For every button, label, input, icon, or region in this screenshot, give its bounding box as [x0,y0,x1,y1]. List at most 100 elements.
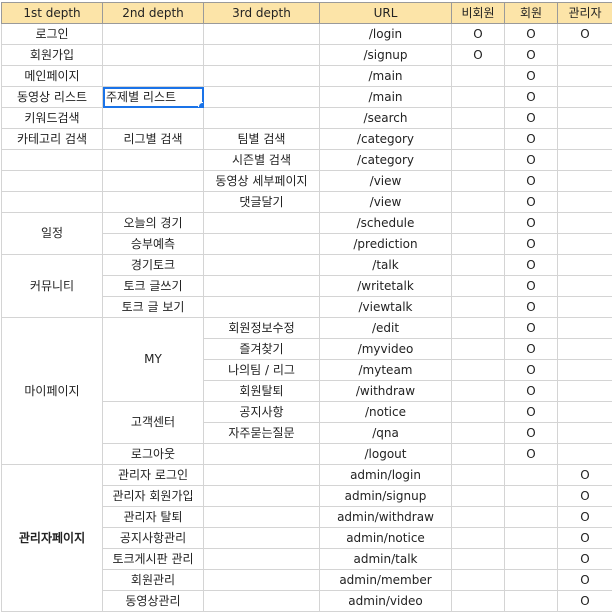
cell-admin[interactable] [558,213,612,234]
cell-2nd-depth[interactable]: 회원관리 [103,570,204,591]
cell-url[interactable]: /withdraw [320,381,452,402]
cell-url[interactable]: admin/withdraw [320,507,452,528]
cell-1st-depth[interactable]: 동영상 리스트 [2,87,103,108]
cell-guest[interactable] [452,465,505,486]
header-url[interactable]: URL [320,3,452,24]
cell-member[interactable]: O [505,108,558,129]
cell-guest[interactable] [452,108,505,129]
cell-admin[interactable] [558,318,612,339]
cell-2nd-depth[interactable] [103,66,204,87]
cell-3rd-depth[interactable]: 공지사항 [204,402,320,423]
cell-2nd-depth[interactable] [103,192,204,213]
cell-2nd-depth[interactable] [103,45,204,66]
cell-guest[interactable] [452,297,505,318]
cell-admin[interactable]: O [558,465,612,486]
cell-url[interactable]: admin/notice [320,528,452,549]
cell-guest[interactable] [452,129,505,150]
cell-url[interactable]: /category [320,129,452,150]
cell-guest[interactable] [452,528,505,549]
cell-1st-depth[interactable] [2,150,103,171]
cell-admin[interactable] [558,402,612,423]
cell-guest[interactable] [452,213,505,234]
cell-1st-depth[interactable] [2,171,103,192]
cell-2nd-depth[interactable] [103,108,204,129]
cell-url[interactable]: admin/login [320,465,452,486]
cell-3rd-depth[interactable] [204,45,320,66]
cell-3rd-depth[interactable]: 팀별 검색 [204,129,320,150]
cell-member[interactable]: O [505,66,558,87]
cell-member[interactable]: O [505,444,558,465]
cell-3rd-depth[interactable]: 나의팀 / 리그 [204,360,320,381]
cell-3rd-depth[interactable] [204,108,320,129]
cell-url[interactable]: /edit [320,318,452,339]
cell-2nd-depth[interactable]: 오늘의 경기 [103,213,204,234]
cell-2nd-depth[interactable]: 리그별 검색 [103,129,204,150]
cell-2nd-depth[interactable]: 승부예측 [103,234,204,255]
header-admin[interactable]: 관리자 [558,3,612,24]
cell-1st-depth[interactable]: 메인페이지 [2,66,103,87]
cell-url[interactable]: /main [320,87,452,108]
cell-guest[interactable] [452,318,505,339]
cell-member[interactable]: O [505,192,558,213]
cell-url[interactable]: /main [320,66,452,87]
cell-3rd-depth[interactable] [204,255,320,276]
cell-member[interactable]: O [505,402,558,423]
cell-3rd-depth[interactable]: 댓글달기 [204,192,320,213]
cell-guest[interactable] [452,507,505,528]
cell-member[interactable]: O [505,423,558,444]
cell-admin[interactable] [558,444,612,465]
cell-url[interactable]: /login [320,24,452,45]
cell-url[interactable]: /schedule [320,213,452,234]
cell-guest[interactable] [452,423,505,444]
cell-3rd-depth[interactable] [204,66,320,87]
cell-url[interactable]: /writetalk [320,276,452,297]
cell-url[interactable]: /category [320,150,452,171]
cell-member[interactable]: O [505,45,558,66]
cell-url[interactable]: /view [320,171,452,192]
cell-url[interactable]: admin/talk [320,549,452,570]
cell-member[interactable]: O [505,171,558,192]
cell-3rd-depth[interactable] [204,87,320,108]
cell-admin[interactable] [558,360,612,381]
cell-admin[interactable] [558,45,612,66]
cell-guest[interactable] [452,402,505,423]
cell-admin[interactable] [558,171,612,192]
cell-3rd-depth[interactable]: 회원탈퇴 [204,381,320,402]
cell-3rd-depth[interactable]: 자주묻는질문 [204,423,320,444]
cell-member[interactable]: O [505,360,558,381]
cell-2nd-depth[interactable] [103,24,204,45]
cell-admin[interactable] [558,108,612,129]
cell-member[interactable]: O [505,213,558,234]
cell-admin[interactable] [558,87,612,108]
cell-member[interactable] [505,465,558,486]
cell-member[interactable] [505,549,558,570]
cell-admin[interactable]: O [558,24,612,45]
cell-3rd-depth[interactable] [204,486,320,507]
cell-admin[interactable] [558,297,612,318]
cell-guest[interactable]: O [452,24,505,45]
cell-guest[interactable] [452,591,505,612]
cell-member[interactable] [505,486,558,507]
cell-guest[interactable] [452,381,505,402]
cell-3rd-depth[interactable]: 동영상 세부페이지 [204,171,320,192]
cell-url[interactable]: /signup [320,45,452,66]
cell-guest[interactable] [452,171,505,192]
cell-3rd-depth[interactable] [204,507,320,528]
cell-2nd-depth[interactable]: 토크게시판 관리 [103,549,204,570]
cell-guest[interactable] [452,549,505,570]
cell-guest[interactable] [452,66,505,87]
cell-3rd-depth[interactable] [204,528,320,549]
cell-member[interactable] [505,570,558,591]
cell-url[interactable]: /logout [320,444,452,465]
cell-admin[interactable] [558,66,612,87]
cell-admin[interactable]: O [558,570,612,591]
cell-2nd-depth[interactable]: 경기토크 [103,255,204,276]
cell-admin[interactable]: O [558,549,612,570]
cell-member[interactable]: O [505,87,558,108]
cell-guest[interactable] [452,360,505,381]
cell-3rd-depth[interactable] [204,549,320,570]
cell-2nd-depth[interactable]: 동영상관리 [103,591,204,612]
selected-cell[interactable]: 주제별 리스트 [103,87,204,108]
cell-3rd-depth[interactable] [204,444,320,465]
cell-url[interactable]: /qna [320,423,452,444]
